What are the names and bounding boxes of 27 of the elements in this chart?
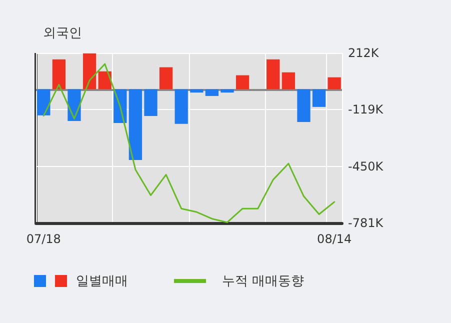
bar: [174, 89, 188, 124]
bar: [52, 59, 66, 90]
line-series: [42, 63, 336, 224]
chart-title: 외국인: [43, 26, 82, 41]
y-tick-label: -781K: [348, 216, 384, 230]
bar: [220, 89, 234, 93]
bar: [282, 72, 296, 90]
y-tick-label: 212K: [348, 46, 380, 60]
legend-label: 누적 매매동향: [222, 273, 304, 290]
y-tick-label: -119K: [348, 102, 384, 117]
bar: [37, 89, 50, 116]
bar: [82, 53, 96, 90]
bar: [205, 89, 219, 96]
bar: [128, 89, 142, 160]
bar: [236, 75, 250, 90]
bar: [159, 67, 173, 90]
bar: [297, 89, 310, 122]
legend-label: 일별매매: [76, 273, 128, 290]
y-tick-label: -450K: [348, 159, 384, 174]
bar: [312, 89, 326, 107]
x-tick-label: 07/18: [26, 232, 61, 246]
bar: [144, 89, 158, 116]
bar: [266, 59, 280, 90]
bar: [98, 71, 112, 90]
x-tick-label: 08/14: [317, 232, 352, 246]
bar: [328, 77, 341, 90]
bar: [190, 89, 204, 93]
